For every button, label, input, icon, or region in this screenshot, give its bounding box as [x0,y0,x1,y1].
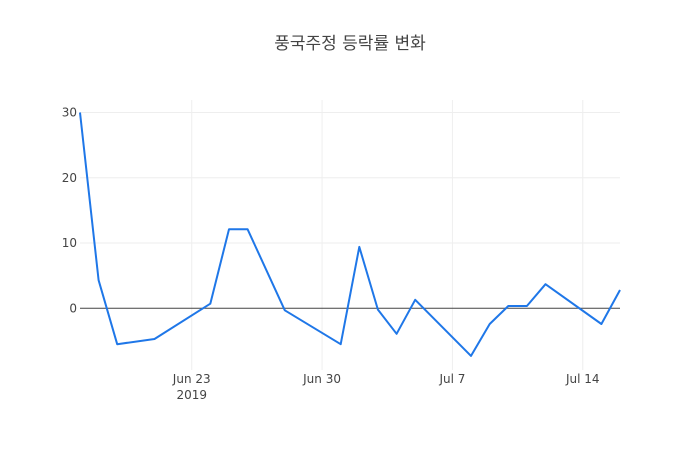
x-tick-sublabel: 2019 [176,388,207,402]
y-tick-label: 30 [62,106,77,120]
y-tick-label: 10 [62,236,77,250]
y-tick-label: 20 [62,171,77,185]
y-tick-label: 0 [69,301,77,315]
series-line [79,112,621,357]
x-tick-label: Jun 23 [172,372,211,386]
chart-title: 풍국주정 등락률 변화 [274,34,426,54]
x-tick-label: Jun 30 [302,372,341,386]
x-tick-label: Jul 14 [565,372,600,386]
x-tick-label: Jul 7 [438,372,465,386]
